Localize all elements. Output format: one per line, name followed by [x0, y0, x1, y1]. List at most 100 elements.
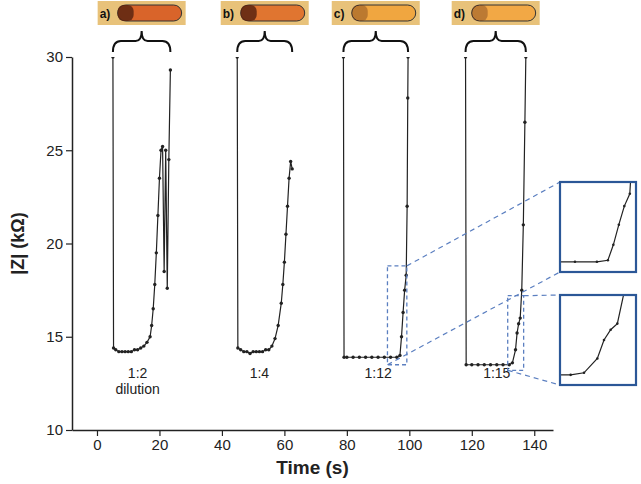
tick-mark [66, 243, 72, 244]
tick-label: 120 [460, 436, 485, 453]
data-point [603, 339, 606, 342]
axis-line [73, 430, 554, 432]
data-point [153, 283, 156, 286]
tick: 20 [152, 430, 169, 453]
inset-plot [560, 295, 636, 376]
data-point [286, 205, 289, 208]
data-point [258, 350, 261, 353]
data-point [120, 350, 123, 353]
data-line [560, 295, 636, 375]
data-point [403, 288, 406, 291]
data-point [148, 335, 151, 338]
annotation: 1:4 [250, 365, 270, 381]
tick-mark [66, 57, 72, 58]
tick: 60 [277, 430, 294, 453]
data-point [400, 335, 403, 338]
tick-label: 10 [46, 421, 63, 438]
data-point [287, 177, 290, 180]
data-line [113, 57, 526, 365]
data-point [251, 350, 254, 353]
data-point [519, 316, 522, 319]
data-point [470, 363, 473, 366]
plot-area [111, 57, 527, 366]
data-point [406, 57, 409, 59]
image-label: c) [334, 7, 345, 21]
data-point [255, 350, 258, 353]
brace [113, 31, 170, 52]
data-point [167, 158, 170, 161]
tube [472, 5, 536, 21]
data-point [117, 350, 120, 353]
data-point [136, 348, 139, 351]
data-point [596, 357, 599, 360]
data-point [618, 223, 621, 226]
tick-label: 25 [46, 142, 63, 159]
tube-end [352, 5, 368, 21]
tick: 15 [46, 328, 72, 345]
data-point [401, 311, 404, 314]
data-point [239, 348, 242, 351]
data-point [283, 260, 286, 263]
zoom-connector [524, 294, 560, 296]
data-point [389, 356, 392, 359]
tick-label: 140 [522, 436, 547, 453]
zoom-connector [508, 370, 560, 385]
annotation: 1:15 [483, 365, 510, 381]
y-axis-title: |Z| (kΩ) [8, 212, 28, 275]
tube-end [118, 5, 134, 21]
sample-image: b) [221, 1, 309, 52]
data-point [406, 96, 409, 99]
data-point [133, 348, 136, 351]
image-frame [98, 1, 186, 25]
inset-frame [560, 295, 636, 385]
tick-label: 20 [46, 235, 63, 252]
sample-image: c) [332, 1, 420, 52]
zoom-connector [387, 272, 560, 365]
data-point [398, 354, 401, 357]
inset-background [560, 182, 636, 272]
data-point [464, 57, 467, 59]
data-point [159, 149, 162, 152]
brace [343, 31, 408, 52]
tick-mark [66, 430, 72, 431]
data-point [370, 356, 373, 359]
data-point [376, 356, 379, 359]
brace [466, 31, 526, 52]
image-frame [452, 1, 540, 25]
data-point [261, 350, 264, 353]
tick: 0 [93, 430, 101, 453]
data-point [522, 223, 525, 226]
data-point [248, 352, 251, 355]
data-point [161, 145, 164, 148]
tick-label: 30 [46, 48, 63, 65]
data-point [164, 149, 167, 152]
tick-label: 80 [339, 436, 356, 453]
data-point [405, 205, 408, 208]
tick: 30 [46, 48, 72, 65]
tick: 20 [46, 235, 72, 252]
sample-image: d) [452, 1, 540, 52]
data-point [517, 322, 520, 325]
data-point [383, 356, 386, 359]
data-point [607, 259, 610, 262]
tick-label: 15 [46, 328, 63, 345]
zoom-connector [407, 182, 560, 266]
tick-label: 60 [277, 436, 294, 453]
data-point [629, 192, 632, 195]
data-point [358, 356, 361, 359]
tick: 25 [46, 142, 72, 159]
data-point [245, 350, 248, 353]
data-point [612, 243, 615, 246]
data-point [130, 350, 133, 353]
tick: 80 [339, 430, 356, 453]
tube [241, 5, 305, 21]
data-point [150, 324, 153, 327]
data-point [145, 341, 148, 344]
inset-plot [560, 182, 636, 269]
tick: 100 [397, 430, 422, 453]
data-point [162, 270, 165, 273]
data-point [574, 261, 577, 264]
data-point [166, 287, 169, 290]
data-point [345, 356, 348, 359]
data-point [264, 348, 267, 351]
